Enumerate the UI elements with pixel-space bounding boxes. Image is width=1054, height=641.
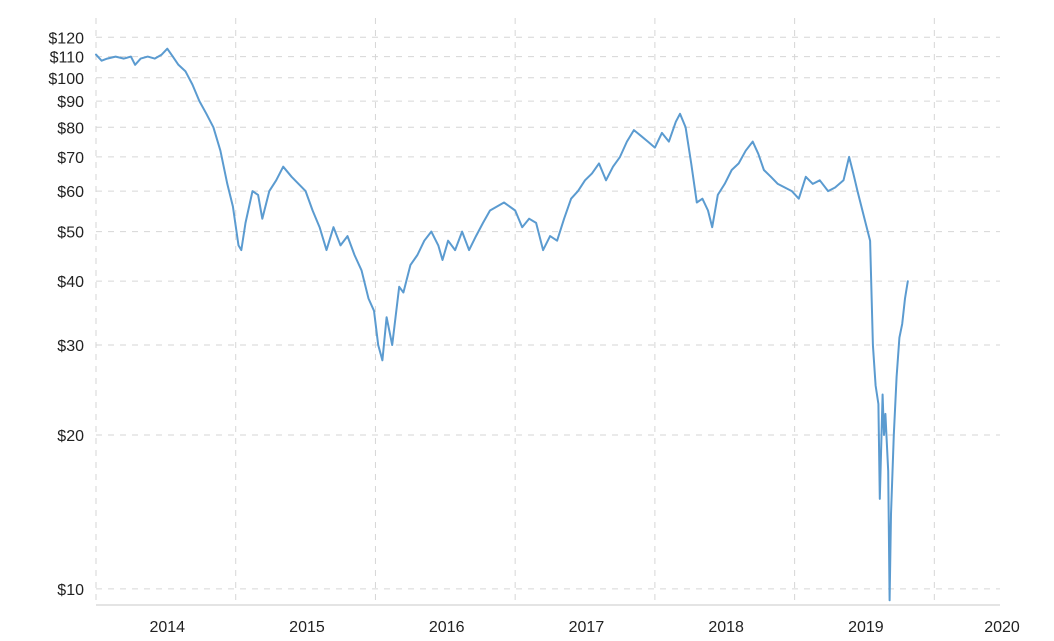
y-tick-label: $50 [57, 225, 84, 242]
x-tick-label: 2019 [848, 619, 884, 636]
y-tick-label: $60 [57, 184, 84, 201]
y-tick-label: $100 [48, 71, 84, 88]
horizontal-gridlines [96, 36, 1000, 590]
y-tick-label: $30 [57, 338, 84, 355]
y-tick-label: $20 [57, 428, 84, 445]
x-tick-label: 2018 [708, 619, 744, 636]
y-tick-label: $120 [48, 30, 84, 47]
x-tick-label: 2014 [149, 619, 185, 636]
y-tick-label: $10 [57, 582, 84, 599]
x-tick-label: 2016 [429, 619, 465, 636]
x-tick-label: 2017 [569, 619, 605, 636]
y-axis-tick-labels: $120 $110 $100 $90 $80 $70 $60 $50 $40 $30 $20 $10 [48, 30, 84, 599]
vertical-gridlines [95, 18, 935, 605]
series-layer [95, 47, 909, 602]
y-tick-label: $80 [57, 120, 84, 137]
y-tick-label: $40 [57, 274, 84, 291]
x-axis-tick-labels: 2014 2015 2016 2017 2018 2019 2020 [149, 619, 1019, 636]
x-tick-label: 2015 [289, 619, 325, 636]
y-tick-label: $110 [50, 50, 85, 67]
y-tick-label: $70 [57, 150, 84, 167]
x-tick-label: 2020 [984, 619, 1020, 636]
y-tick-label: $90 [57, 94, 84, 111]
price-series-line [95, 47, 909, 602]
